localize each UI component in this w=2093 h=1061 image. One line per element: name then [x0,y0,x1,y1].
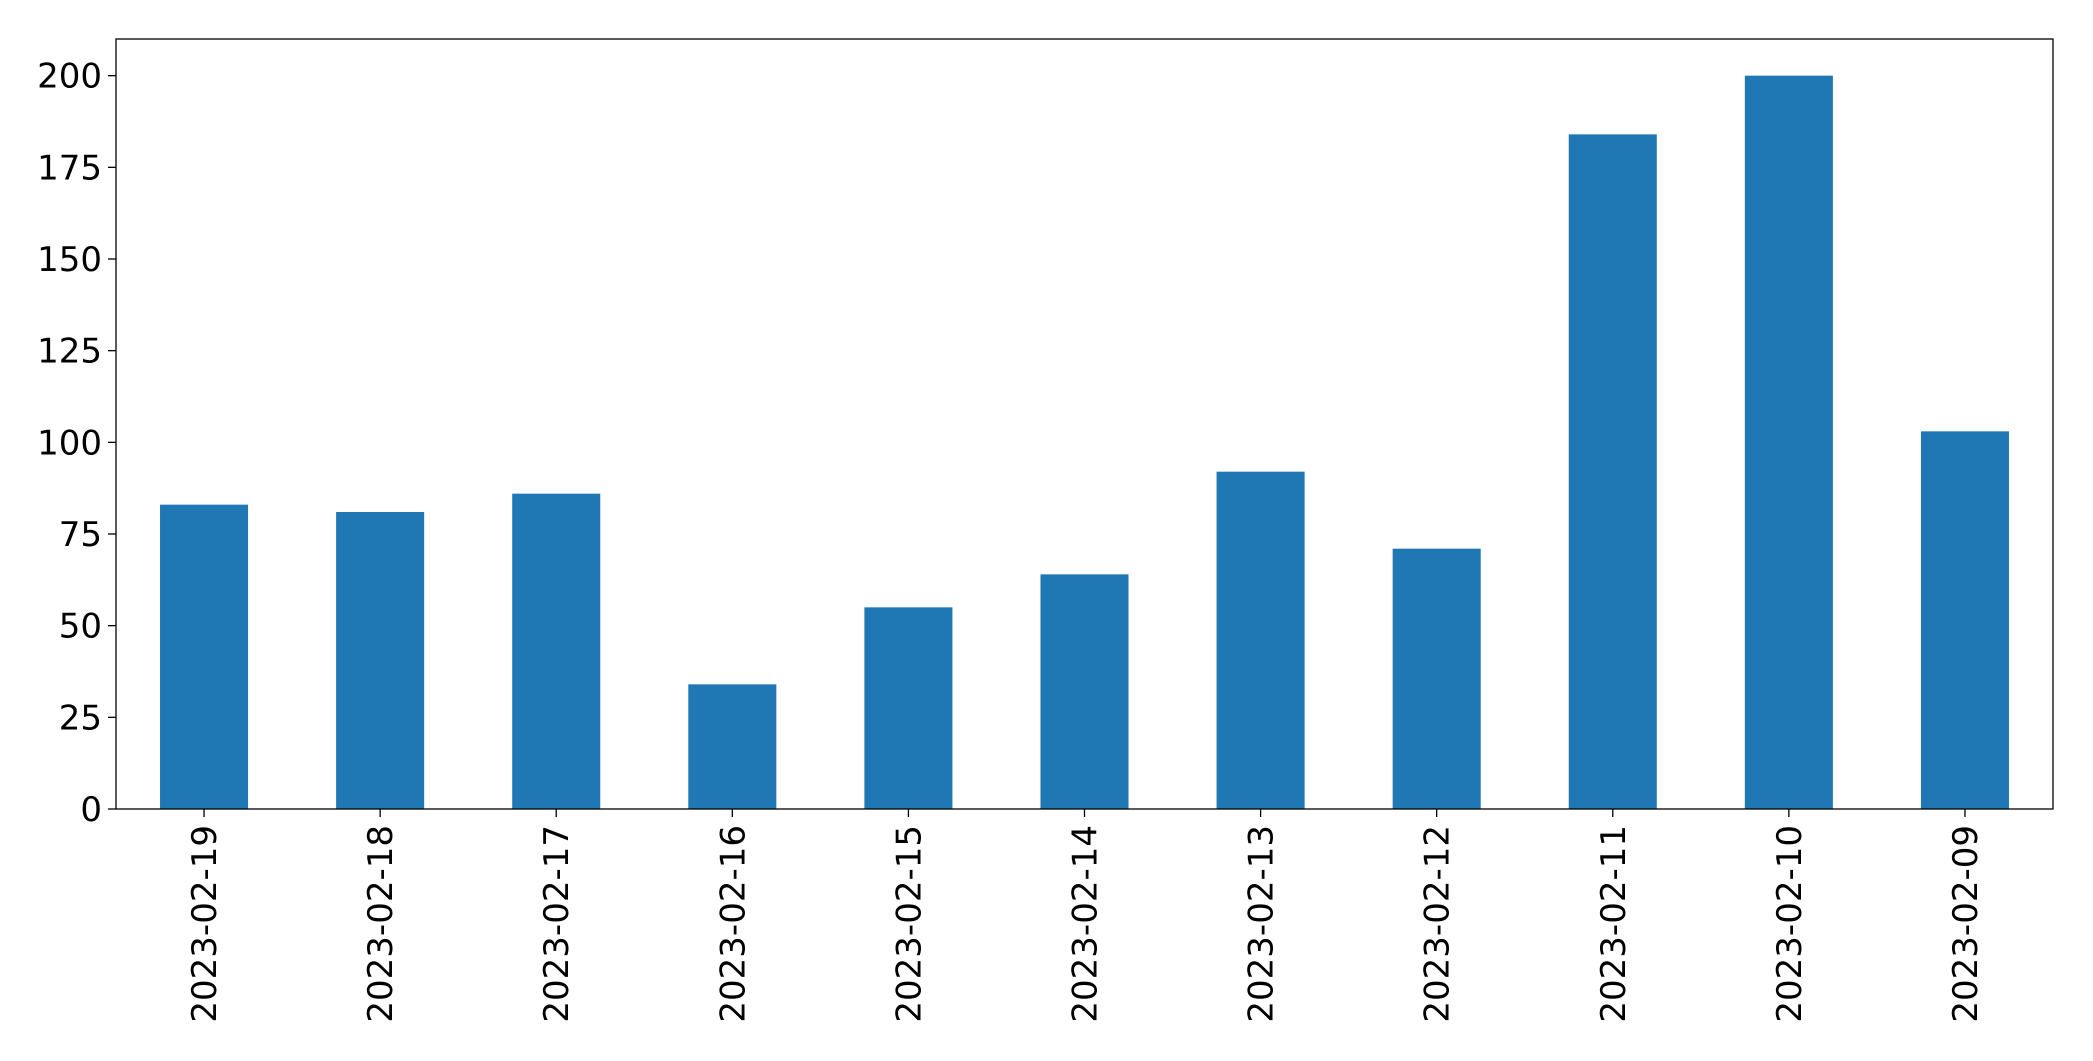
bar [1040,574,1129,809]
x-tick-label: 2023-02-18 [361,825,401,1023]
x-tick-label: 2023-02-10 [1770,825,1810,1023]
y-tick-label: 100 [37,423,102,463]
y-tick-label: 75 [59,515,102,555]
y-tick-label: 175 [37,148,102,188]
x-tick-label: 2023-02-16 [713,825,753,1023]
y-tick-label: 0 [80,790,102,830]
x-tick-label: 2023-02-19 [185,825,225,1023]
x-tick-label: 2023-02-11 [1594,825,1634,1023]
x-tick-label: 2023-02-15 [889,825,929,1023]
x-tick-label: 2023-02-13 [1242,825,1282,1023]
bar [1392,548,1481,809]
bar [1744,75,1833,809]
bar [336,512,425,809]
bar [688,684,777,809]
x-tick-label: 2023-02-09 [1946,825,1986,1023]
bar [160,504,249,809]
x-tick-label: 2023-02-12 [1418,825,1458,1023]
x-tick-label: 2023-02-17 [537,825,577,1023]
y-tick-label: 50 [59,607,102,647]
bar [1920,431,2009,809]
y-tick-label: 25 [59,698,102,738]
x-tick-label: 2023-02-14 [1066,825,1106,1023]
bar [1568,134,1657,810]
y-tick-label: 125 [37,332,102,372]
bar [1216,471,1305,809]
bar [864,607,953,809]
y-tick-label: 200 [37,57,102,97]
bar [512,493,601,809]
y-tick-label: 150 [37,240,102,280]
